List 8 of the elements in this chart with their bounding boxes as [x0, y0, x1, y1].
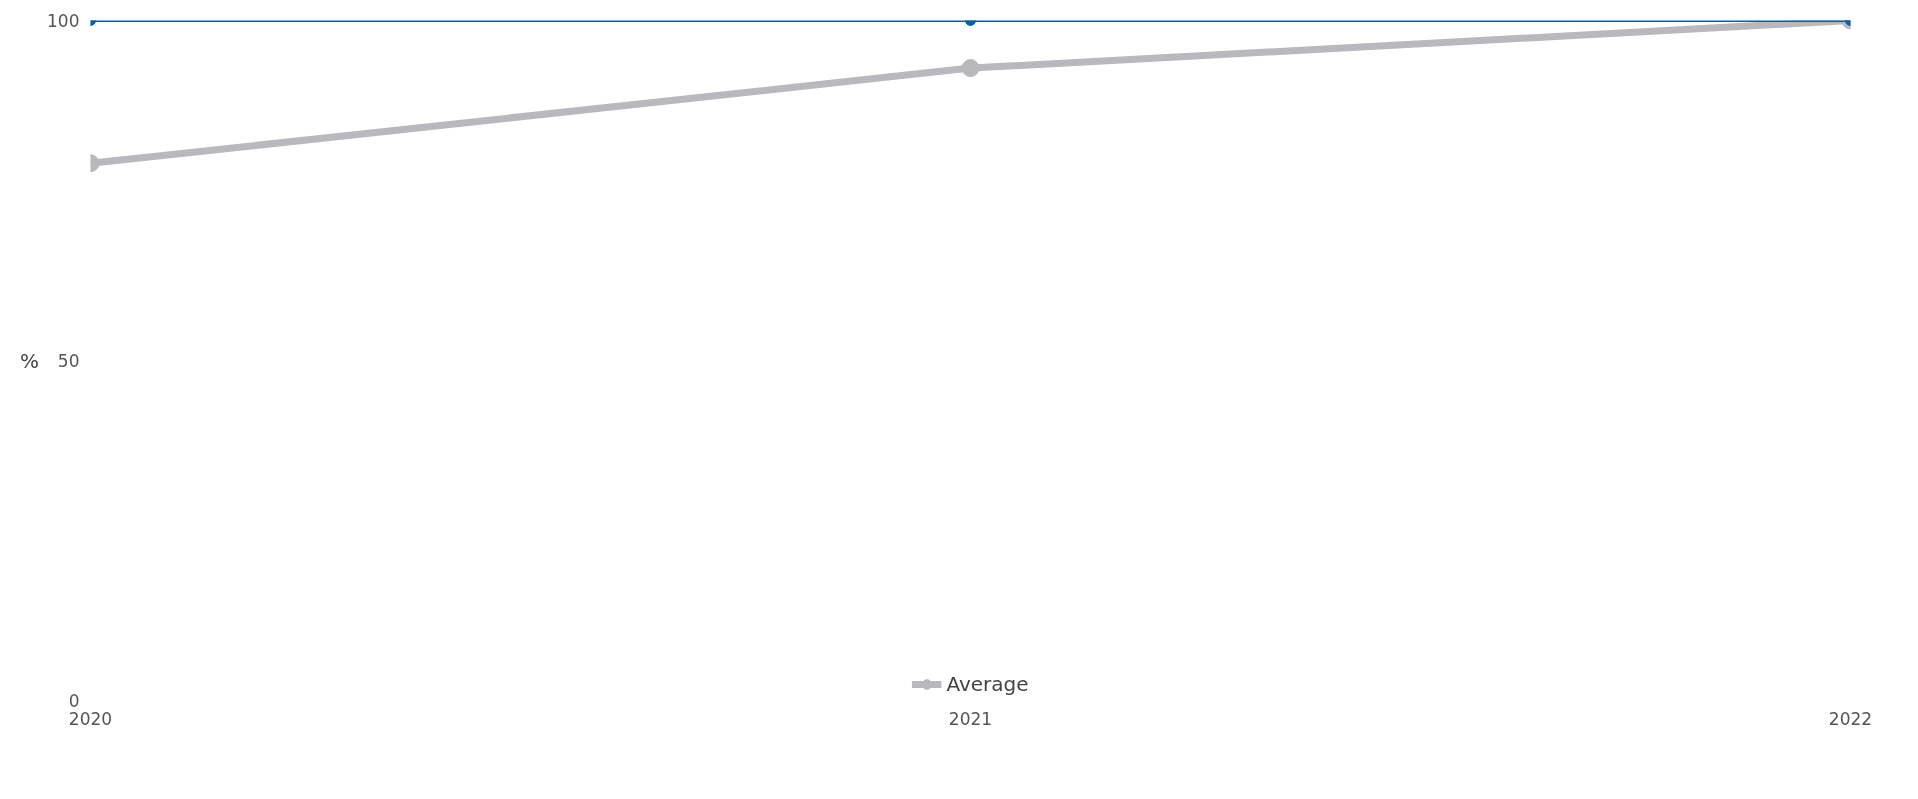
y-axis-title: % — [20, 348, 40, 373]
legend-label: Average — [946, 672, 1029, 696]
y-tick-label: 100 — [47, 11, 80, 31]
x-tick-label: 2021 — [948, 708, 993, 729]
y-tick-label: 0 — [68, 691, 80, 711]
y-tick-label: 50 — [57, 351, 80, 371]
x-tick-label: 2020 — [68, 708, 113, 729]
x-tick-label: 2022 — [1828, 708, 1873, 729]
